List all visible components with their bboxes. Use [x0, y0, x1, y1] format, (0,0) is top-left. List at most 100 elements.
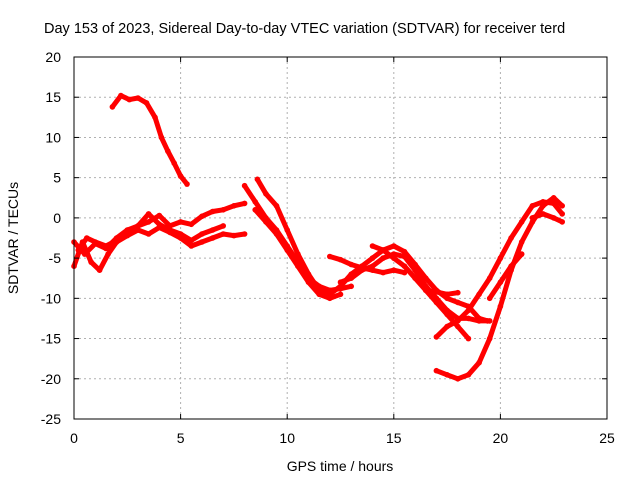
data-point — [327, 287, 333, 294]
data-point — [455, 318, 461, 324]
data-point — [444, 311, 450, 318]
data-point — [465, 335, 472, 342]
data-point — [273, 203, 280, 209]
data-point — [156, 212, 163, 219]
data-point — [273, 231, 280, 237]
data-point — [540, 203, 546, 209]
data-point — [177, 231, 184, 237]
series-line-arc-m — [487, 251, 525, 301]
data-point — [518, 219, 525, 225]
data-point — [88, 259, 94, 265]
data-point — [486, 275, 493, 282]
data-point — [337, 291, 344, 298]
data-point — [348, 275, 355, 282]
data-point — [167, 227, 173, 233]
y-tick-label: 15 — [45, 89, 61, 105]
x-tick-label: 10 — [279, 430, 295, 446]
data-point — [444, 372, 450, 378]
data-point — [412, 275, 418, 282]
data-point — [184, 181, 190, 187]
data-point — [263, 191, 269, 197]
y-tick-label: -20 — [41, 371, 61, 387]
data-point — [401, 263, 408, 270]
data-point — [165, 148, 171, 154]
axis-ticks: 0 5 10 15 20 25 -25 -20 -15 -10 -5 0 5 10 15 20 — [41, 49, 615, 446]
data-point — [158, 134, 165, 141]
x-tick-label: 0 — [70, 430, 78, 446]
data-point — [145, 219, 152, 225]
series-line-arc-i — [370, 243, 471, 342]
data-point — [145, 211, 152, 217]
data-point — [188, 237, 195, 244]
data-point — [391, 267, 397, 274]
data-point — [241, 200, 248, 207]
x-tick-label: 25 — [599, 430, 615, 446]
data-point — [177, 173, 184, 179]
data-point — [465, 307, 472, 314]
data-point — [145, 231, 152, 237]
data-point — [156, 221, 163, 228]
data-point — [92, 239, 99, 245]
data-point — [497, 255, 504, 261]
data-point — [380, 255, 386, 261]
data-point — [497, 303, 504, 310]
data-point — [423, 287, 429, 294]
data-point — [263, 219, 269, 225]
data-point — [465, 315, 472, 322]
y-tick-label: -15 — [41, 331, 61, 347]
x-axis-title: GPS time / hours — [287, 458, 394, 474]
data-point — [252, 207, 258, 213]
data-point — [518, 239, 525, 245]
data-point — [327, 253, 333, 260]
chart-title: Day 153 of 2023, Sidereal Day-to-day VTE… — [44, 21, 565, 37]
data-point — [220, 223, 226, 229]
data-point — [96, 267, 103, 274]
data-point — [337, 256, 344, 263]
plot-frame — [73, 56, 608, 420]
data-point — [143, 100, 150, 106]
data-point — [497, 279, 504, 286]
data-point — [380, 247, 386, 253]
data-point — [369, 255, 376, 261]
data-point — [209, 227, 216, 233]
data-point — [401, 248, 408, 255]
data-point — [550, 215, 557, 221]
data-point — [152, 114, 158, 121]
data-point — [124, 231, 131, 237]
data-point — [508, 263, 514, 270]
x-tick-label: 20 — [493, 430, 509, 446]
data-point — [84, 235, 90, 241]
y-tick-label: -25 — [41, 411, 61, 427]
y-tick-label: -5 — [49, 250, 62, 266]
data-point — [455, 289, 461, 296]
data-point — [209, 208, 216, 215]
data-point — [486, 318, 493, 324]
data-point — [412, 267, 418, 274]
data-point — [209, 235, 216, 241]
data-point — [220, 207, 226, 213]
data-point — [476, 318, 482, 324]
data-point — [559, 203, 565, 209]
data-point — [231, 232, 237, 239]
data-point — [199, 213, 205, 220]
data-point — [540, 211, 546, 217]
data-point — [188, 243, 195, 249]
data-point — [199, 239, 205, 245]
data-point — [105, 251, 111, 257]
data-point — [380, 269, 386, 276]
data-point — [135, 95, 141, 101]
x-tick-label: 5 — [177, 430, 185, 446]
data-point — [476, 291, 482, 298]
data-point — [486, 295, 493, 302]
series-line-arc-j — [423, 287, 461, 297]
data-point — [118, 92, 124, 99]
data-point — [391, 243, 397, 249]
data-point — [476, 359, 482, 366]
series-line-arc-early-high — [109, 93, 190, 187]
data-point — [348, 261, 355, 268]
data-point — [559, 211, 565, 217]
data-point — [518, 251, 525, 257]
y-tick-label: 0 — [53, 210, 61, 226]
data-point — [295, 263, 301, 270]
